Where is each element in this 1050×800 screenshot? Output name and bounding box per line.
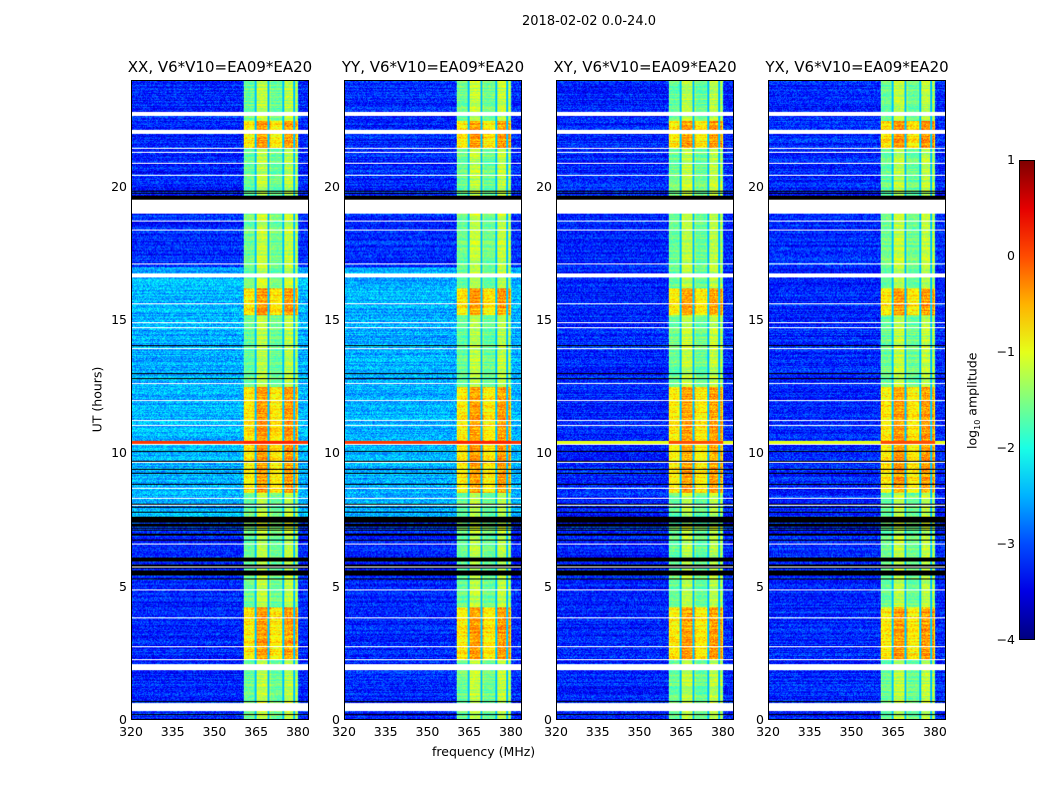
x-tick-label: 335 [585, 724, 610, 739]
y-tick-label: 10 [324, 445, 340, 461]
panel-title-xx: XX, V6*V10=EA09*EA20 [127, 58, 313, 76]
y-tick-label: 20 [748, 178, 764, 194]
y-tick-label: 15 [111, 312, 127, 327]
y-tick-label: 15 [324, 312, 340, 327]
x-tick-label: 335 [160, 724, 185, 739]
x-tick-label: 350 [627, 724, 652, 739]
figure-title: 2018-02-02 0.0-24.0 [522, 14, 656, 29]
heatmap-xy [556, 80, 734, 720]
y-tick-label: 10 [111, 445, 127, 461]
colorbar-tick-label: −1 [996, 344, 1015, 359]
x-tick-label: 365 [881, 724, 906, 739]
x-tick-label: 365 [244, 724, 269, 739]
y-tick-label: 10 [748, 445, 764, 461]
panel-title-yx: YX, V6*V10=EA09*EA20 [765, 58, 949, 76]
colorbar-tick-label: 1 [1007, 152, 1015, 167]
y-tick-label: 0 [756, 712, 764, 727]
panel-title-xy: XY, V6*V10=EA09*EA20 [553, 58, 737, 76]
colorbar [1019, 160, 1035, 640]
heatmap-yy [344, 80, 522, 720]
y-tick-label: 15 [536, 312, 552, 327]
x-tick-label: 380 [498, 724, 523, 739]
y-tick-label: 0 [332, 712, 340, 727]
y-tick-label: 20 [536, 178, 552, 194]
y-axis-label: UT (hours) [89, 366, 105, 433]
y-tick-label: 5 [332, 578, 340, 594]
x-tick-label: 320 [756, 724, 780, 739]
colorbar-tick-label: −4 [996, 632, 1015, 647]
x-tick-label: 350 [415, 724, 440, 739]
y-tick-label: 15 [748, 312, 764, 327]
x-tick-label: 320 [332, 724, 356, 739]
x-tick-label: 335 [373, 724, 398, 739]
x-tick-label: 335 [797, 724, 822, 739]
y-tick-label: 0 [119, 712, 127, 727]
y-tick-label: 20 [111, 178, 127, 194]
panel-title-yy: YY, V6*V10=EA09*EA20 [341, 58, 525, 76]
y-tick-label: 0 [544, 712, 552, 727]
x-tick-label: 365 [457, 724, 482, 739]
x-tick-label: 320 [119, 724, 143, 739]
colorbar-tick-label: 0 [1007, 248, 1015, 263]
heatmap-xx [131, 80, 309, 720]
x-tick-label: 350 [202, 724, 227, 739]
x-tick-label: 380 [285, 724, 310, 739]
x-tick-label: 350 [839, 724, 864, 739]
y-tick-label: 5 [119, 578, 127, 594]
colorbar-tick-label: −3 [996, 536, 1015, 551]
y-tick-label: 5 [544, 578, 552, 594]
x-axis-label: frequency (MHz) [432, 744, 536, 759]
colorbar-tick-label: −2 [996, 440, 1015, 455]
y-tick-label: 20 [324, 178, 340, 194]
colorbar-label: log10 amplitude [964, 352, 982, 449]
x-tick-label: 320 [544, 724, 568, 739]
y-tick-label: 10 [536, 445, 552, 461]
y-tick-label: 5 [756, 578, 764, 594]
x-tick-label: 380 [922, 724, 947, 739]
x-tick-label: 365 [669, 724, 694, 739]
heatmap-yx [768, 80, 946, 720]
x-tick-label: 380 [710, 724, 735, 739]
